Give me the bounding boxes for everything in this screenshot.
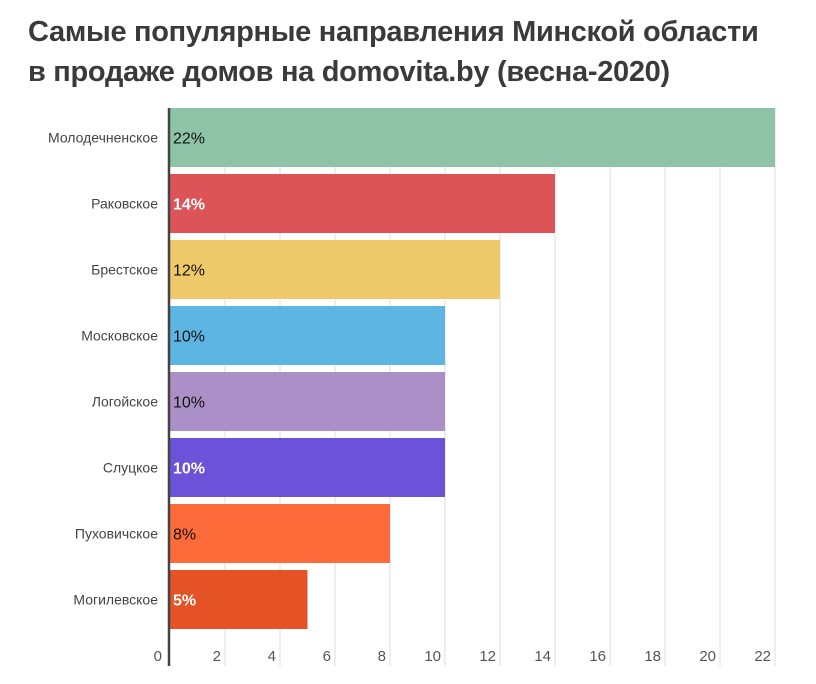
x-tick-label: 20 <box>699 648 716 665</box>
bar <box>170 240 500 299</box>
chart-title-line-2: в продаже домов на domovita.by (весна-20… <box>28 56 670 88</box>
x-tick-label: 18 <box>644 648 661 665</box>
data-label: 10% <box>173 329 205 346</box>
category-label: Молодечненское <box>48 130 158 146</box>
data-label: 12% <box>173 263 205 280</box>
category-label: Логойское <box>92 394 158 410</box>
x-tick-label: 22 <box>754 648 771 665</box>
bar <box>170 108 775 167</box>
x-tick-label: 4 <box>268 648 276 665</box>
data-label: 10% <box>173 461 205 478</box>
x-tick-label: 10 <box>424 648 441 665</box>
data-label: 8% <box>173 527 196 544</box>
x-tick-label: 16 <box>589 648 606 665</box>
category-label: Раковское <box>91 196 158 212</box>
category-label: Брестское <box>91 262 158 278</box>
bar <box>170 174 555 233</box>
x-tick-label: 0 <box>154 648 162 665</box>
x-tick-label: 12 <box>479 648 496 665</box>
data-label: 22% <box>173 131 205 148</box>
bar <box>170 372 445 431</box>
x-tick-label: 2 <box>213 648 221 665</box>
data-label: 10% <box>173 395 205 412</box>
chart-title: Самые популярные направления Минской обл… <box>28 12 759 92</box>
x-tick-label: 14 <box>534 648 551 665</box>
x-tick-label: 8 <box>378 648 386 665</box>
bar <box>170 438 445 497</box>
category-label: Слуцкое <box>103 460 158 476</box>
bar <box>170 504 390 563</box>
category-label: Могилевское <box>73 592 158 608</box>
data-label: 14% <box>173 197 205 214</box>
bar <box>170 306 445 365</box>
x-tick-label: 6 <box>323 648 331 665</box>
chart-title-line-1: Самые популярные направления Минской обл… <box>28 16 759 48</box>
category-label: Пуховичское <box>75 526 158 542</box>
bar <box>170 570 308 629</box>
category-label: Московское <box>81 328 158 344</box>
data-label: 5% <box>173 593 196 610</box>
